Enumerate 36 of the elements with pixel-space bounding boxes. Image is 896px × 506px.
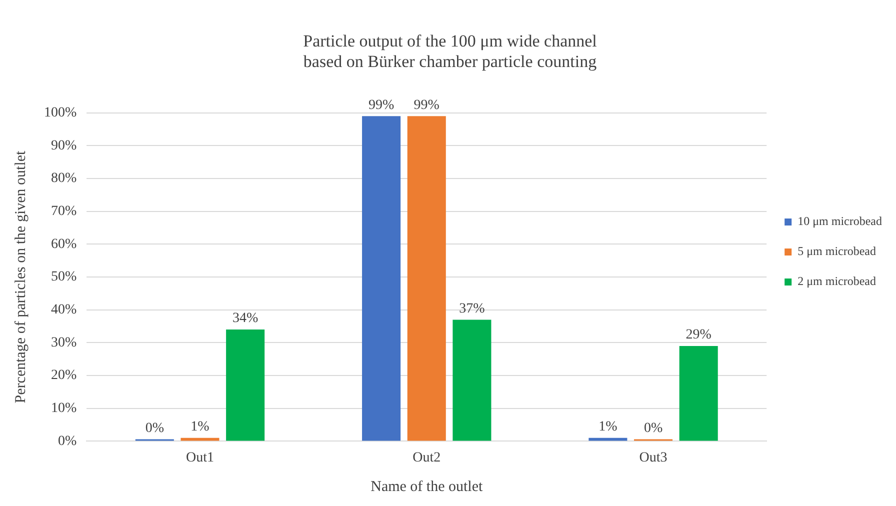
- chart-title: Particle output of the 100 μm wide channel based on Bürker chamber particle counting: [303, 32, 598, 72]
- bar: [679, 346, 718, 441]
- legend-label: 2 μm microbead: [798, 274, 876, 288]
- data-label: 0%: [145, 420, 164, 436]
- y-tick-label: 30%: [50, 335, 77, 350]
- bar: [407, 116, 446, 441]
- y-tick-label: 50%: [50, 270, 77, 285]
- x-tick-label: Out3: [639, 450, 668, 466]
- y-tick-label: 100%: [44, 105, 77, 120]
- bar: [588, 438, 628, 441]
- y-tick-label: 80%: [50, 171, 77, 186]
- data-label: 99%: [368, 98, 394, 113]
- bar: [362, 116, 401, 441]
- y-tick-label: 70%: [50, 204, 77, 219]
- x-tick-label: Out2: [412, 450, 441, 466]
- bar: [452, 320, 492, 441]
- bar: [226, 330, 265, 441]
- x-tick-label: Out1: [186, 450, 214, 466]
- y-tick-label: 40%: [50, 302, 77, 318]
- y-tick-label: 0%: [58, 434, 77, 449]
- y-tick-label: 90%: [50, 138, 77, 154]
- data-label: 29%: [686, 328, 712, 343]
- x-axis-title: Name of the outlet: [370, 478, 484, 495]
- data-label: 99%: [414, 98, 440, 113]
- y-tick-label: 60%: [50, 236, 77, 252]
- legend-label: 10 μm microbead: [798, 214, 882, 228]
- data-label: 0%: [644, 420, 663, 436]
- data-label: 34%: [232, 311, 258, 326]
- y-tick-label: 20%: [50, 368, 77, 384]
- data-label: 1%: [190, 420, 210, 435]
- bar: [180, 438, 220, 441]
- legend-label: 5 μm microbead: [798, 244, 876, 258]
- data-label: 37%: [459, 301, 486, 316]
- y-axis-title: Percentage of particles on the given outlet: [12, 150, 29, 404]
- y-tick-label: 10%: [50, 401, 77, 416]
- data-label: 1%: [598, 420, 618, 435]
